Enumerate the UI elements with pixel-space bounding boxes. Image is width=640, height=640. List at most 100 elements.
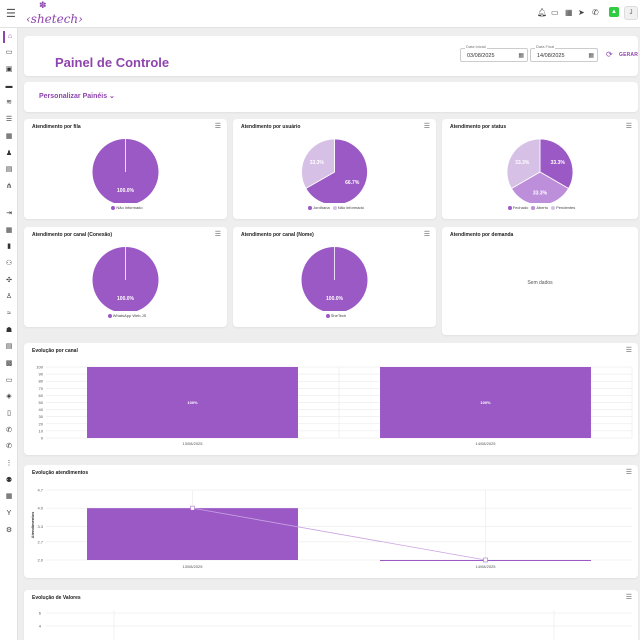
- chat-icon[interactable]: ▬: [5, 83, 13, 90]
- bar-label: 100%: [187, 400, 198, 405]
- legend-label[interactable]: WhatsApp Web.JS: [112, 313, 147, 318]
- chart-menu-icon[interactable]: ☰: [214, 123, 221, 130]
- chart-title: Atendimento por status: [450, 124, 507, 130]
- pie-card-0: Atendimento por fila ☰ 100.0% Não inform…: [24, 119, 227, 219]
- legend: Não informado: [24, 205, 227, 210]
- chart-menu-icon[interactable]: ☰: [423, 231, 430, 238]
- pie-chart: 33.3% 33.3% 33.3%: [506, 138, 574, 203]
- merge-icon[interactable]: Y: [6, 510, 12, 517]
- list-icon[interactable]: ☰: [5, 116, 13, 123]
- legend-swatch: [308, 206, 313, 210]
- y-tick-label: 80: [39, 379, 44, 384]
- legend-swatch: [332, 206, 337, 210]
- legend-label[interactable]: Fechado: [512, 205, 529, 210]
- bar: [87, 508, 298, 560]
- chart-menu-icon[interactable]: ☰: [423, 123, 430, 130]
- legend-label[interactable]: Pendentes: [556, 205, 576, 210]
- phone-icon[interactable]: ✆: [592, 8, 599, 17]
- bell-icon[interactable]: 🔔︎: [537, 8, 548, 17]
- legend: SheTech: [233, 313, 436, 318]
- top-bar: ☰ ✽ ‹shetech› 🔔︎ ▭ ▦ ➤ ✆ ▲ J: [0, 0, 640, 28]
- call-out-icon[interactable]: ✆: [6, 443, 12, 450]
- hub-icon[interactable]: ✣: [6, 277, 12, 284]
- slice-label: 100.0%: [117, 296, 135, 302]
- x-tick-label: 14/08/2025: [475, 441, 496, 446]
- logout-icon[interactable]: ⇥: [6, 210, 12, 217]
- calendar-icon[interactable]: ▦: [565, 8, 573, 17]
- generate-button[interactable]: GERAR: [619, 52, 639, 58]
- end-date-value: 14/08/2025: [537, 53, 565, 59]
- note-icon[interactable]: ▭: [5, 377, 13, 384]
- call-icon[interactable]: ✆: [6, 427, 12, 434]
- legend-label[interactable]: Aberto: [536, 205, 549, 210]
- legend-swatch: [531, 206, 536, 210]
- line-point: [190, 505, 195, 511]
- report-icon[interactable]: ▤: [5, 343, 13, 350]
- start-date-field[interactable]: Data Inicial 03/08/2025 ▦: [460, 44, 528, 62]
- bot-icon[interactable]: ☗: [5, 327, 13, 334]
- legend-label[interactable]: SheTech: [330, 313, 347, 318]
- calendar-icon[interactable]: ▦: [588, 53, 594, 59]
- home-icon[interactable]: ⌂: [3, 31, 15, 43]
- legend-label[interactable]: Não informado: [337, 205, 364, 210]
- pie-slice: [305, 138, 368, 203]
- messages-icon[interactable]: ▭: [5, 49, 13, 56]
- wifi-icon[interactable]: ≋: [6, 99, 12, 106]
- start-date-label: Data Inicial: [465, 44, 487, 49]
- x-tick-label: 14/08/2025: [475, 564, 496, 569]
- team-icon[interactable]: ⚇: [5, 260, 13, 267]
- chat-icon[interactable]: ▭: [551, 8, 559, 17]
- handshake-icon[interactable]: ≈: [7, 310, 11, 317]
- chart-menu-icon[interactable]: ☰: [625, 594, 632, 601]
- legend-swatch: [111, 206, 116, 210]
- end-date-field[interactable]: Data Final 14/08/2025 ▦: [530, 44, 598, 62]
- y-tick-label: 50: [39, 400, 44, 405]
- schedule-icon[interactable]: ▦: [5, 493, 13, 500]
- chart-menu-icon[interactable]: ☰: [625, 469, 632, 476]
- grid-icon[interactable]: ▦: [5, 227, 13, 234]
- calendar-icon[interactable]: ▦: [5, 133, 13, 140]
- y-tick-label: 4.7: [37, 488, 43, 493]
- slice-label: 100.0%: [326, 296, 344, 302]
- pie-slice: [510, 171, 570, 203]
- settings-icon[interactable]: ⚙: [5, 527, 13, 534]
- legend-label[interactable]: Não informado: [116, 205, 143, 210]
- y-axis-label: Atendimentos: [30, 511, 35, 538]
- calendar-icon[interactable]: ▦: [518, 53, 524, 59]
- send-icon[interactable]: ➤: [578, 8, 585, 17]
- pie-card-1: Atendimento por usuário ☰ 66.7% 33.3% Jor…: [233, 119, 436, 219]
- line-chart: 64: [39, 610, 632, 640]
- customize-dropdown[interactable]: Personalizar Painéis ⌄: [39, 93, 115, 100]
- chart-menu-icon[interactable]: ☰: [625, 347, 632, 354]
- slice-label: 33.3%: [515, 160, 530, 166]
- chart-title: Atendimento por canal (Nome): [241, 232, 314, 238]
- queue-icon[interactable]: ⋮: [5, 460, 13, 467]
- chart-menu-icon[interactable]: ☰: [214, 231, 221, 238]
- user-avatar[interactable]: J: [624, 6, 638, 20]
- card-icon[interactable]: ▤: [5, 166, 13, 173]
- clipboard-icon[interactable]: ▯: [7, 410, 11, 417]
- pie-chart: 100.0%: [92, 247, 159, 311]
- file-icon[interactable]: ▮: [7, 243, 11, 250]
- page-title: Painel de Controle: [55, 55, 170, 70]
- y-tick-label: 2.7: [37, 539, 43, 544]
- refresh-icon[interactable]: ⟳: [606, 50, 613, 59]
- tag-icon[interactable]: ◈: [6, 393, 12, 400]
- y-tick-label: 40: [39, 407, 44, 412]
- org-icon[interactable]: ♙: [5, 293, 13, 300]
- pie-slice: [539, 138, 574, 190]
- gift-icon[interactable]: ▩: [5, 360, 13, 367]
- customize-panel: Personalizar Painéis ⌄: [24, 82, 638, 112]
- chart-menu-icon[interactable]: ☰: [625, 123, 632, 130]
- user-icon[interactable]: ♟: [5, 150, 13, 157]
- group-icon[interactable]: ⚉: [5, 477, 13, 484]
- status-icon[interactable]: ▲: [609, 7, 619, 17]
- bar: [87, 367, 298, 438]
- flow-icon[interactable]: ⋔: [6, 183, 12, 190]
- menu-icon[interactable]: ☰: [6, 8, 16, 20]
- chart-title: Evolução de Valores: [32, 595, 81, 601]
- legend-swatch: [551, 206, 556, 210]
- legend-label[interactable]: Jordhana: [313, 205, 330, 210]
- contacts-icon[interactable]: ▣: [5, 66, 13, 73]
